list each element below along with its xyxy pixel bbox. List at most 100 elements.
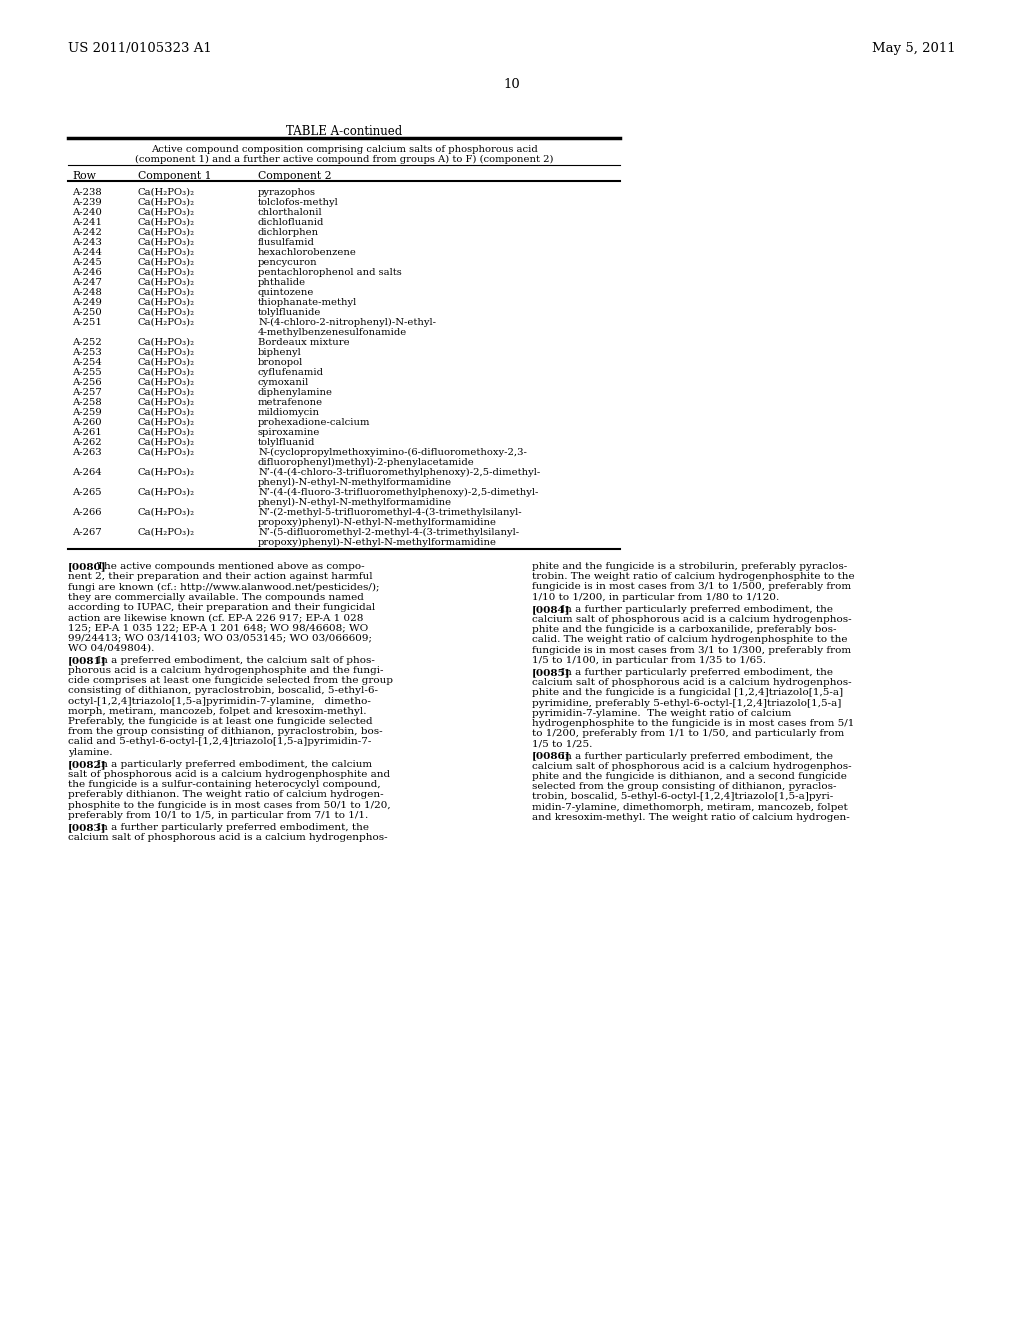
Text: spiroxamine: spiroxamine (258, 428, 321, 437)
Text: 125; EP-A 1 035 122; EP-A 1 201 648; WO 98/46608; WO: 125; EP-A 1 035 122; EP-A 1 201 648; WO … (68, 623, 369, 632)
Text: A-243: A-243 (72, 238, 101, 247)
Text: The active compounds mentioned above as compo-: The active compounds mentioned above as … (97, 562, 365, 572)
Text: trobin. The weight ratio of calcium hydrogenphosphite to the: trobin. The weight ratio of calcium hydr… (532, 572, 855, 581)
Text: Preferably, the fungicide is at least one fungicide selected: Preferably, the fungicide is at least on… (68, 717, 373, 726)
Text: [0086]: [0086] (532, 751, 570, 760)
Text: In a further particularly preferred embodiment, the: In a further particularly preferred embo… (561, 605, 833, 614)
Text: A-251: A-251 (72, 318, 101, 327)
Text: dichlorphen: dichlorphen (258, 228, 319, 238)
Text: Ca(H₂PO₃)₂: Ca(H₂PO₃)₂ (138, 268, 196, 277)
Text: Ca(H₂PO₃)₂: Ca(H₂PO₃)₂ (138, 238, 196, 247)
Text: In a further particularly preferred embodiment, the: In a further particularly preferred embo… (97, 822, 369, 832)
Text: A-264: A-264 (72, 469, 101, 477)
Text: A-252: A-252 (72, 338, 101, 347)
Text: Ca(H₂PO₃)₂: Ca(H₂PO₃)₂ (138, 399, 196, 407)
Text: A-240: A-240 (72, 209, 101, 216)
Text: Ca(H₂PO₃)₂: Ca(H₂PO₃)₂ (138, 418, 196, 426)
Text: A-265: A-265 (72, 488, 101, 498)
Text: A-256: A-256 (72, 378, 101, 387)
Text: and kresoxim-methyl. The weight ratio of calcium hydrogen-: and kresoxim-methyl. The weight ratio of… (532, 813, 850, 822)
Text: (component 1) and a further active compound from groups A) to F) (component 2): (component 1) and a further active compo… (135, 154, 553, 164)
Text: Ca(H₂PO₃)₂: Ca(H₂PO₃)₂ (138, 298, 196, 308)
Text: cymoxanil: cymoxanil (258, 378, 309, 387)
Text: preferably dithianon. The weight ratio of calcium hydrogen-: preferably dithianon. The weight ratio o… (68, 791, 384, 800)
Text: Ca(H₂PO₃)₂: Ca(H₂PO₃)₂ (138, 288, 196, 297)
Text: diphenylamine: diphenylamine (258, 388, 333, 397)
Text: Active compound composition comprising calcium salts of phosphorous acid: Active compound composition comprising c… (151, 145, 538, 154)
Text: Ca(H₂PO₃)₂: Ca(H₂PO₃)₂ (138, 528, 196, 537)
Text: A-250: A-250 (72, 308, 101, 317)
Text: In a particularly preferred embodiment, the calcium: In a particularly preferred embodiment, … (97, 760, 372, 768)
Text: A-267: A-267 (72, 528, 101, 537)
Text: flusulfamid: flusulfamid (258, 238, 314, 247)
Text: 1/5 to 1/100, in particular from 1/35 to 1/65.: 1/5 to 1/100, in particular from 1/35 to… (532, 656, 766, 665)
Text: WO 04/049804).: WO 04/049804). (68, 644, 155, 652)
Text: [0083]: [0083] (68, 822, 106, 832)
Text: [0082]: [0082] (68, 760, 106, 768)
Text: pentachlorophenol and salts: pentachlorophenol and salts (258, 268, 401, 277)
Text: phite and the fungicide is a carboxanilide, preferably bos-: phite and the fungicide is a carboxanili… (532, 626, 837, 634)
Text: Bordeaux mixture: Bordeaux mixture (258, 338, 349, 347)
Text: pyrazophos: pyrazophos (258, 187, 316, 197)
Text: A-258: A-258 (72, 399, 101, 407)
Text: selected from the group consisting of dithianon, pyraclos-: selected from the group consisting of di… (532, 783, 837, 791)
Text: Ca(H₂PO₃)₂: Ca(H₂PO₃)₂ (138, 358, 196, 367)
Text: chlorthalonil: chlorthalonil (258, 209, 323, 216)
Text: pyrimidin-7-ylamine.  The weight ratio of calcium: pyrimidin-7-ylamine. The weight ratio of… (532, 709, 792, 718)
Text: fungicide is in most cases from 3/1 to 1/500, preferably from: fungicide is in most cases from 3/1 to 1… (532, 582, 851, 591)
Text: A-255: A-255 (72, 368, 101, 378)
Text: Ca(H₂PO₃)₂: Ca(H₂PO₃)₂ (138, 378, 196, 387)
Text: phite and the fungicide is a strobilurin, preferably pyraclos-: phite and the fungicide is a strobilurin… (532, 562, 847, 572)
Text: A-260: A-260 (72, 418, 101, 426)
Text: fungicide is in most cases from 3/1 to 1/300, preferably from: fungicide is in most cases from 3/1 to 1… (532, 645, 851, 655)
Text: In a preferred embodiment, the calcium salt of phos-: In a preferred embodiment, the calcium s… (97, 656, 375, 665)
Text: fungi are known (cf.: http://www.alanwood.net/pesticides/);: fungi are known (cf.: http://www.alanwoo… (68, 582, 380, 591)
Text: morph, metiram, mancozeb, folpet and kresoxim-methyl.: morph, metiram, mancozeb, folpet and kre… (68, 706, 367, 715)
Text: calcium salt of phosphorous acid is a calcium hydrogenphos-: calcium salt of phosphorous acid is a ca… (532, 615, 852, 624)
Text: Ca(H₂PO₃)₂: Ca(H₂PO₃)₂ (138, 218, 196, 227)
Text: phthalide: phthalide (258, 279, 306, 286)
Text: calcium salt of phosphorous acid is a calcium hydrogenphos-: calcium salt of phosphorous acid is a ca… (68, 833, 388, 842)
Text: Ca(H₂PO₃)₂: Ca(H₂PO₃)₂ (138, 408, 196, 417)
Text: Ca(H₂PO₃)₂: Ca(H₂PO₃)₂ (138, 308, 196, 317)
Text: calcium salt of phosphorous acid is a calcium hydrogenphos-: calcium salt of phosphorous acid is a ca… (532, 762, 852, 771)
Text: Ca(H₂PO₃)₂: Ca(H₂PO₃)₂ (138, 428, 196, 437)
Text: Ca(H₂PO₃)₂: Ca(H₂PO₃)₂ (138, 318, 196, 327)
Text: prohexadione-calcium: prohexadione-calcium (258, 418, 371, 426)
Text: preferably from 10/1 to 1/5, in particular from 7/1 to 1/1.: preferably from 10/1 to 1/5, in particul… (68, 810, 369, 820)
Text: N’-(5-difluoromethyl-2-methyl-4-(3-trimethylsilanyl-: N’-(5-difluoromethyl-2-methyl-4-(3-trime… (258, 528, 519, 537)
Text: tolylfluanid: tolylfluanid (258, 438, 315, 447)
Text: phosphite to the fungicide is in most cases from 50/1 to 1/20,: phosphite to the fungicide is in most ca… (68, 801, 390, 809)
Text: mildiomycin: mildiomycin (258, 408, 319, 417)
Text: midin-7-ylamine, dimethomorph, metiram, mancozeb, folpet: midin-7-ylamine, dimethomorph, metiram, … (532, 803, 848, 812)
Text: 4-methylbenzenesulfonamide: 4-methylbenzenesulfonamide (258, 327, 408, 337)
Text: thiophanate-methyl: thiophanate-methyl (258, 298, 357, 308)
Text: US 2011/0105323 A1: US 2011/0105323 A1 (68, 42, 212, 55)
Text: Ca(H₂PO₃)₂: Ca(H₂PO₃)₂ (138, 187, 196, 197)
Text: bronopol: bronopol (258, 358, 303, 367)
Text: Ca(H₂PO₃)₂: Ca(H₂PO₃)₂ (138, 338, 196, 347)
Text: difluorophenyl)methyl)-2-phenylacetamide: difluorophenyl)methyl)-2-phenylacetamide (258, 458, 475, 467)
Text: Ca(H₂PO₃)₂: Ca(H₂PO₃)₂ (138, 209, 196, 216)
Text: Component 1: Component 1 (138, 172, 212, 181)
Text: 1/5 to 1/25.: 1/5 to 1/25. (532, 739, 592, 748)
Text: A-253: A-253 (72, 348, 101, 356)
Text: Ca(H₂PO₃)₂: Ca(H₂PO₃)₂ (138, 438, 196, 447)
Text: [0084]: [0084] (532, 605, 570, 614)
Text: cyflufenamid: cyflufenamid (258, 368, 324, 378)
Text: ylamine.: ylamine. (68, 747, 113, 756)
Text: 99/24413; WO 03/14103; WO 03/053145; WO 03/066609;: 99/24413; WO 03/14103; WO 03/053145; WO … (68, 634, 372, 643)
Text: Ca(H₂PO₃)₂: Ca(H₂PO₃)₂ (138, 228, 196, 238)
Text: to 1/200, preferably from 1/1 to 1/50, and particularly from: to 1/200, preferably from 1/1 to 1/50, a… (532, 729, 844, 738)
Text: tolylfluanide: tolylfluanide (258, 308, 322, 317)
Text: A-263: A-263 (72, 447, 101, 457)
Text: [0080]: [0080] (68, 562, 106, 572)
Text: Ca(H₂PO₃)₂: Ca(H₂PO₃)₂ (138, 348, 196, 356)
Text: calid. The weight ratio of calcium hydrogenphosphite to the: calid. The weight ratio of calcium hydro… (532, 635, 848, 644)
Text: A-261: A-261 (72, 428, 101, 437)
Text: dichlofluanid: dichlofluanid (258, 218, 325, 227)
Text: TABLE A-continued: TABLE A-continued (286, 125, 402, 139)
Text: A-246: A-246 (72, 268, 101, 277)
Text: N’-(2-methyl-5-trifluoromethyl-4-(3-trimethylsilanyl-: N’-(2-methyl-5-trifluoromethyl-4-(3-trim… (258, 508, 521, 517)
Text: 1/10 to 1/200, in particular from 1/80 to 1/120.: 1/10 to 1/200, in particular from 1/80 t… (532, 593, 779, 602)
